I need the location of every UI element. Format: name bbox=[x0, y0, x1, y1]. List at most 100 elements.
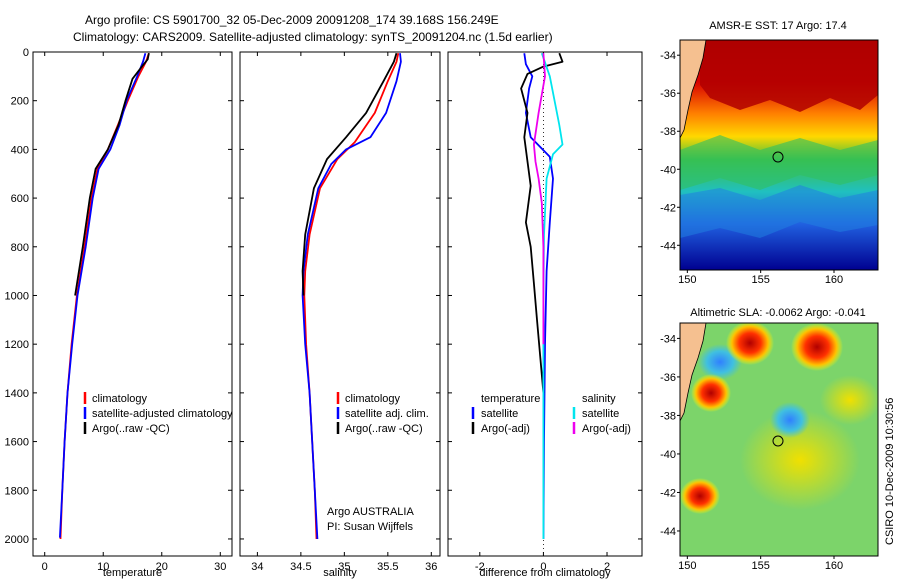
annotation-pi: PI: Susan Wijffels bbox=[327, 521, 413, 533]
map-y-tick-label: -34 bbox=[660, 333, 676, 345]
panel-frame bbox=[239, 51, 441, 557]
difference-legend: temperature satellite Argo(-adj) salinit… bbox=[471, 393, 631, 435]
series-line-argo-raw-qc- bbox=[74, 53, 150, 296]
sla-warm-eddy bbox=[726, 323, 774, 365]
y-tick-label: 1400 bbox=[5, 388, 29, 400]
map-y-tick-label: -42 bbox=[660, 202, 676, 214]
sla-warm-region bbox=[740, 410, 860, 510]
sla-warm-eddy bbox=[691, 374, 731, 412]
annotation-argo-australia: Argo AUSTRALIA bbox=[327, 506, 414, 518]
map-x-tick-label: 160 bbox=[825, 274, 843, 286]
header-line-1: Argo profile: CS 5901700_32 05-Dec-2009 … bbox=[85, 13, 499, 27]
x-tick-label: 35.5 bbox=[377, 561, 398, 573]
legend-label-temp-argo: Argo(-adj) bbox=[481, 423, 530, 435]
x-tick-label: 34.5 bbox=[290, 561, 311, 573]
map-x-tick-label: 150 bbox=[678, 274, 696, 286]
x-tick-label: 10 bbox=[97, 561, 109, 573]
y-tick-label: 600 bbox=[11, 193, 29, 205]
sla-coastline bbox=[680, 323, 707, 422]
sla-map: Altimetric SLA: -0.0062 Argo: -0.041 bbox=[679, 307, 879, 557]
temperature-panel: 0 200 400 600 800 1000 1200 1400 1600 1800 2000 0 10… bbox=[5, 47, 233, 579]
x-tick-label: 2 bbox=[604, 561, 610, 573]
legend-label-sal-satellite: satellite bbox=[582, 408, 619, 420]
y-tick-label: 800 bbox=[11, 242, 29, 254]
sla-warm-region bbox=[820, 375, 878, 425]
series-line-temperature-argo-adj- bbox=[520, 52, 564, 393]
series-line-climatology bbox=[303, 53, 400, 540]
map-y-tick-label: -34 bbox=[660, 50, 676, 62]
x-tick-label: 0 bbox=[540, 561, 546, 573]
x-axis-label: difference from climatology bbox=[479, 567, 611, 579]
x-tick-label: 36 bbox=[425, 561, 437, 573]
x-tick-label: 35 bbox=[338, 561, 350, 573]
y-tick-label: 1600 bbox=[5, 437, 29, 449]
series-line-climatology bbox=[59, 52, 150, 540]
map-y-tick-label: -42 bbox=[660, 487, 676, 499]
sla-map-frame bbox=[679, 322, 879, 557]
sla-warm-eddy bbox=[680, 478, 720, 514]
salinity-legend: climatology satellite adj. clim. Argo(..… bbox=[327, 392, 429, 533]
map-x-tick-label: 155 bbox=[751, 274, 769, 286]
series-line-argo-raw-qc- bbox=[301, 52, 398, 296]
sst-cool-band bbox=[680, 185, 878, 238]
sst-argo-marker bbox=[772, 151, 784, 163]
y-tick-label: 1200 bbox=[5, 339, 29, 351]
x-tick-label: 34 bbox=[251, 561, 263, 573]
panel-frame bbox=[447, 51, 643, 557]
x-tick-label: 20 bbox=[156, 561, 168, 573]
sst-map: AMSR-E SST: 17 Argo: 17.4 bbox=[679, 20, 879, 271]
series-line-satellite-adj-clim- bbox=[301, 53, 402, 540]
sla-warm-eddy bbox=[791, 323, 843, 371]
legend-label-climatology: climatology bbox=[92, 393, 148, 405]
map-y-tick-label: -36 bbox=[660, 88, 676, 100]
map-y-tick-label: -36 bbox=[660, 372, 676, 384]
series-line-salinity-argo-adj- bbox=[533, 53, 546, 345]
map-y-tick-label: -38 bbox=[660, 410, 676, 422]
legend-label-satellite: satellite adj. clim. bbox=[345, 408, 429, 420]
map-y-tick-label: -40 bbox=[660, 164, 676, 176]
temperature-legend: climatology satellite-adjusted climatolo… bbox=[83, 392, 233, 435]
sst-coastline bbox=[680, 40, 707, 139]
legend-label-argo: Argo(..raw -QC) bbox=[92, 423, 170, 435]
series-line-salinity-satellite bbox=[540, 52, 564, 539]
map-x-tick-label: 155 bbox=[751, 560, 769, 572]
legend-label-temp-satellite: satellite bbox=[481, 408, 518, 420]
sla-argo-marker bbox=[772, 435, 784, 447]
x-axis-label: salinity bbox=[323, 567, 357, 579]
series-line-temperature-satellite bbox=[523, 53, 554, 540]
map-y-tick-label: -40 bbox=[660, 449, 676, 461]
y-tick-label: 0 bbox=[23, 47, 29, 59]
map-y-tick-label: -44 bbox=[660, 526, 676, 538]
legend-label-satellite: satellite-adjusted climatology bbox=[92, 408, 233, 420]
sst-warm-core bbox=[700, 40, 878, 112]
x-tick-label: 30 bbox=[214, 561, 226, 573]
footer-credit: CSIRO 10-Dec-2009 10:30:56 bbox=[884, 398, 896, 545]
salinity-panel: 34 34.5 35 35.5 36 salinity bbox=[239, 51, 441, 579]
y-tick-label: 1000 bbox=[5, 290, 29, 302]
panel-frame bbox=[32, 51, 233, 557]
header-line-2: Climatology: CARS2009. Satellite-adjuste… bbox=[73, 30, 553, 44]
legend-title-temperature: temperature bbox=[481, 393, 540, 405]
y-tick-label: 200 bbox=[11, 96, 29, 108]
map-y-tick-label: -44 bbox=[660, 240, 676, 252]
series-line-satellite-adjusted-climatology bbox=[59, 52, 147, 538]
legend-label-sal-argo: Argo(-adj) bbox=[582, 423, 631, 435]
legend-label-argo: Argo(..raw -QC) bbox=[345, 423, 423, 435]
map-axes: -34 -36 -38 -40 -42 -44 150 155 160 -34 -36 -38 -40 -… bbox=[660, 50, 843, 572]
y-tick-label: 1800 bbox=[5, 485, 29, 497]
x-tick-label: 0 bbox=[42, 561, 48, 573]
map-y-tick-label: -38 bbox=[660, 126, 676, 138]
legend-title-salinity: salinity bbox=[582, 393, 616, 405]
sst-map-frame bbox=[679, 39, 879, 271]
y-tick-label: 2000 bbox=[5, 534, 29, 546]
sst-map-title: AMSR-E SST: 17 Argo: 17.4 bbox=[709, 20, 847, 32]
sla-map-title: Altimetric SLA: -0.0062 Argo: -0.041 bbox=[690, 307, 865, 319]
x-axis-label: temperature bbox=[103, 567, 162, 579]
sla-cool-eddy bbox=[770, 402, 810, 438]
legend-label-climatology: climatology bbox=[345, 393, 401, 405]
map-x-tick-label: 160 bbox=[825, 560, 843, 572]
sst-front bbox=[680, 135, 878, 190]
x-tick-label: -2 bbox=[475, 561, 485, 573]
